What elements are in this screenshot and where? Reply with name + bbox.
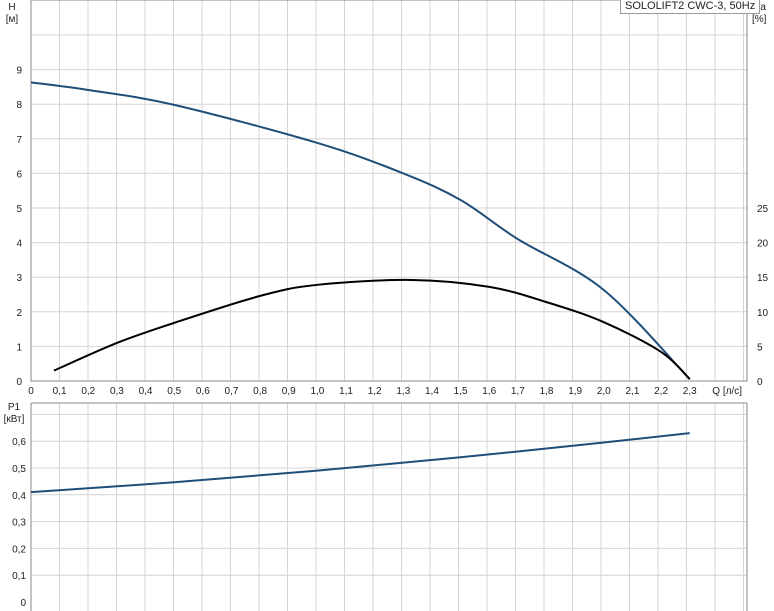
x-tick-label: 1,2 <box>368 386 382 397</box>
p1-axis-label: P1 <box>8 402 21 413</box>
y-tick-label: 8 <box>16 100 22 111</box>
y2-tick-label: 0 <box>757 377 763 388</box>
x-tick-label: 0,5 <box>167 386 181 397</box>
x-tick-label: 0,2 <box>81 386 95 397</box>
x-tick-label: 1,1 <box>339 386 353 397</box>
y-tick-label: 0,3 <box>12 518 26 529</box>
y-tick-label: 0,5 <box>12 464 26 475</box>
x-axis-label: Q [л/с] <box>712 386 742 397</box>
x-tick-label: 2,0 <box>597 386 611 397</box>
y-axis-label: H <box>8 2 15 13</box>
head-curve <box>30 81 691 380</box>
efficiency-curve <box>53 278 691 380</box>
x-tick-label: 1,4 <box>425 386 439 397</box>
x-tick-label: 0,3 <box>110 386 124 397</box>
x-tick-label: 0,4 <box>139 386 153 397</box>
y-tick-label: 9 <box>16 66 22 77</box>
y-tick-label: 3 <box>16 273 22 284</box>
x-tick-label: 0,6 <box>196 386 210 397</box>
y-tick-label: 0,2 <box>12 544 26 555</box>
y2-tick-label: 5 <box>757 342 763 353</box>
y-tick-label: 0 <box>20 598 26 609</box>
plot-frame-upper <box>30 0 748 382</box>
y2-tick-label: 25 <box>757 204 769 215</box>
x-tick-label: 2,1 <box>625 386 639 397</box>
x-tick-label: 1,5 <box>454 386 468 397</box>
chart-title: SOLOLIFT2 CWC-3, 50Hz <box>620 0 761 14</box>
x-tick-label: 0,1 <box>53 386 67 397</box>
y-tick-label: 0,6 <box>12 437 26 448</box>
y-tick-label: 4 <box>16 239 22 250</box>
x-tick-label: 1,3 <box>396 386 410 397</box>
y2-tick-label: 10 <box>757 308 769 319</box>
x-tick-label: 1,8 <box>540 386 554 397</box>
y-tick-label: 0,1 <box>12 571 26 582</box>
y-tick-label: 1 <box>16 342 22 353</box>
x-tick-label: 1,7 <box>511 386 525 397</box>
x-tick-label: 0,8 <box>253 386 267 397</box>
y-tick-label: 0,4 <box>12 491 26 502</box>
y-tick-label: 2 <box>16 308 22 319</box>
power-curve <box>30 432 690 494</box>
y-tick-label: 5 <box>16 204 22 215</box>
x-tick-label: 0 <box>28 386 34 397</box>
y-tick-label: 7 <box>16 135 22 146</box>
x-tick-label: 2,3 <box>683 386 697 397</box>
p1-axis-unit: [кВт] <box>4 414 25 425</box>
y2-tick-label: 20 <box>757 239 769 250</box>
y-tick-label: 0 <box>16 377 22 388</box>
x-tick-label: 2,2 <box>654 386 668 397</box>
y-axis-unit: [м] <box>6 14 19 25</box>
y2-axis-unit: [%] <box>752 14 767 25</box>
x-tick-label: 1,9 <box>568 386 582 397</box>
x-tick-label: 0,9 <box>282 386 296 397</box>
x-tick-label: 1,0 <box>310 386 324 397</box>
x-tick-label: 1,6 <box>482 386 496 397</box>
y-tick-label: 6 <box>16 169 22 180</box>
y2-tick-label: 15 <box>757 273 769 284</box>
x-tick-label: 0,7 <box>225 386 239 397</box>
